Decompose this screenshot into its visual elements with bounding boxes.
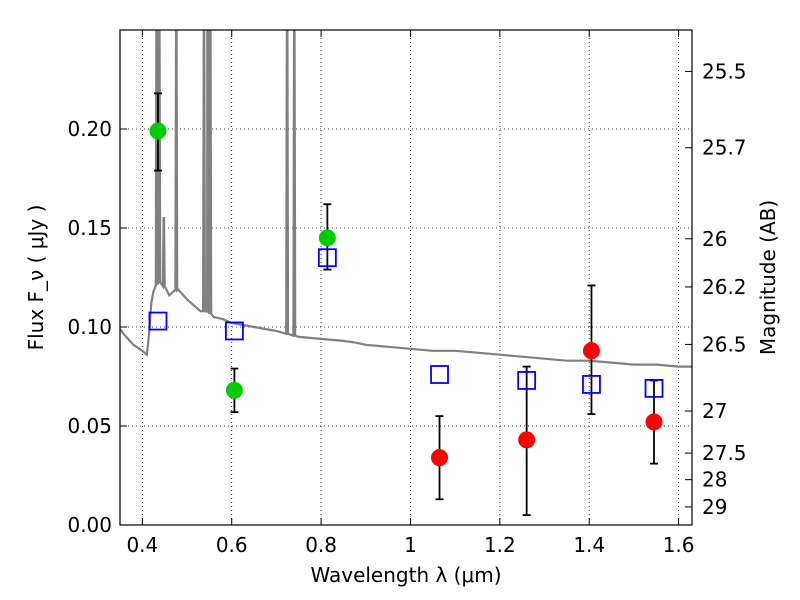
- x-tick-label: 0.6: [216, 533, 248, 557]
- model-point-square: [644, 378, 664, 398]
- right-tick-label: 28: [702, 468, 727, 492]
- right-tick-label: 26.5: [702, 332, 747, 356]
- y-tick-label: 0.10: [67, 315, 112, 339]
- data-point-circle: [518, 431, 536, 449]
- y-axis-ticks: 0.00 0.05 0.10 0.15 0.20: [67, 117, 127, 537]
- right-tick-label: 25.5: [702, 59, 747, 83]
- y-tick-label: 0.00: [67, 513, 112, 537]
- right-axis-label: Magnitude (AB): [756, 200, 780, 355]
- data-point-circle: [318, 229, 336, 247]
- right-tick-label: 27: [702, 399, 727, 423]
- spectrum-line: [120, 30, 692, 368]
- model-point-square: [224, 321, 244, 341]
- right-tick-label: 29: [702, 495, 727, 519]
- data-point-circle: [431, 449, 449, 467]
- data-points: [148, 92, 664, 516]
- model-point-square: [517, 371, 537, 390]
- right-tick-label: 26: [702, 227, 727, 251]
- y-axis-label: Flux F_ν ( μJy ): [24, 205, 48, 351]
- x-tick-label: 1.2: [484, 533, 516, 557]
- x-tick-label: 1: [404, 533, 417, 557]
- plot-frame: [119, 29, 693, 526]
- y-tick-label: 0.05: [67, 414, 112, 438]
- y-tick-label: 0.15: [67, 216, 112, 240]
- data-point-circle: [645, 413, 663, 431]
- model-point-square: [317, 248, 337, 268]
- x-tick-label: 1.4: [573, 533, 605, 557]
- data-point-circle: [225, 381, 243, 399]
- model-point-square: [148, 311, 168, 331]
- model-point-square: [430, 365, 449, 384]
- x-tick-label: 1.6: [663, 533, 695, 557]
- right-tick-label: 25.7: [702, 136, 747, 160]
- data-point-circle: [149, 122, 167, 140]
- template-spectrum: [120, 30, 692, 368]
- x-axis-label: Wavelength λ (μm): [310, 563, 501, 587]
- model-point-square: [582, 375, 601, 394]
- right-axis-ticks: 25.5 25.7 26 26.2 26.5 27 27.5 28 29: [685, 59, 747, 519]
- y-tick-label: 0.20: [67, 117, 112, 141]
- data-point-circle: [582, 342, 600, 360]
- x-axis-ticks: 0.4 0.6 0.8 1 1.2 1.4 1.6: [126, 30, 695, 557]
- x-tick-label: 0.4: [126, 533, 158, 557]
- right-tick-label: 27.5: [702, 441, 747, 465]
- x-tick-label: 0.8: [305, 533, 337, 557]
- right-tick-label: 26.2: [702, 275, 747, 299]
